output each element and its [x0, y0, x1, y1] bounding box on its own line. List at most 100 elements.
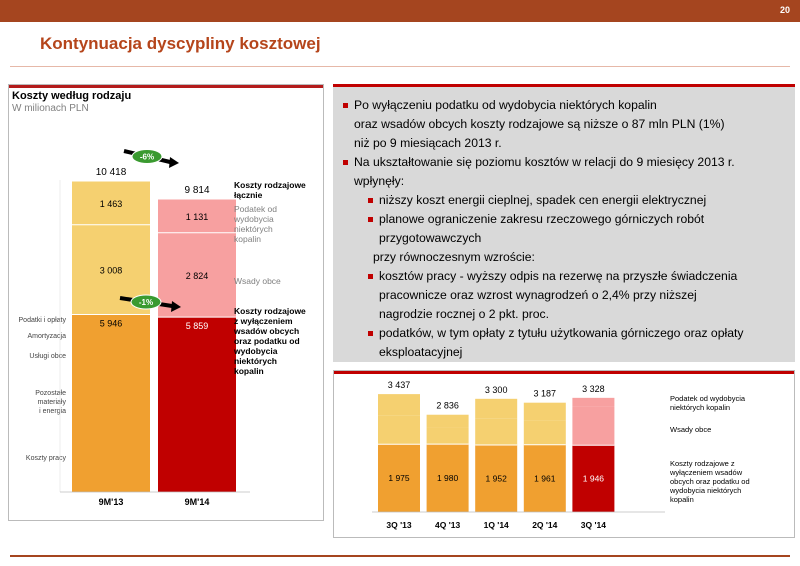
page-number: 20	[779, 5, 790, 15]
legend-label: kopalin	[234, 234, 261, 244]
bar-segment	[426, 414, 469, 428]
category-label: 2Q '14	[532, 520, 557, 530]
legend-label: Podatek od wydobycia	[670, 394, 746, 403]
bar-segment	[523, 420, 566, 445]
bar-segment	[475, 418, 518, 446]
data-label: 2 824	[186, 271, 209, 281]
legend-label: Koszty rodzajowe	[234, 180, 306, 190]
bullet-square-icon	[368, 331, 373, 336]
header-bar: 20	[0, 0, 800, 22]
total-label: 3 187	[534, 389, 557, 399]
bar-segment	[426, 444, 469, 512]
change-badge	[130, 294, 162, 310]
bar-segment	[378, 394, 420, 416]
breakdown-label: Usługi obce	[29, 353, 66, 360]
legend-label: Koszty rodzajowe z	[670, 459, 735, 468]
bar-segment	[72, 181, 150, 225]
breakdown-label: i energia	[39, 408, 66, 415]
breakdown-label: Podatki i opłaty	[19, 317, 67, 324]
bar-segment	[572, 397, 615, 407]
bullet-line: przygotowawczych	[379, 231, 482, 245]
legend-label: z wyłączeniem	[234, 316, 293, 326]
category-label: 3Q '14	[581, 520, 606, 530]
bar-segment	[378, 444, 420, 512]
category-label: 9M'13	[99, 497, 124, 507]
text-panel-accent	[333, 84, 795, 87]
bullet-square-icon	[368, 274, 373, 279]
category-label: 4Q '13	[435, 520, 460, 530]
change-label: -1%	[139, 298, 153, 307]
data-label: 1 975	[388, 473, 410, 483]
bullet-item: podatków, w tym opłaty z tytułu użytkowa…	[341, 324, 791, 362]
legend-label: niektórych	[234, 356, 277, 366]
legend-label: Wsady obce	[670, 425, 711, 434]
bullet-item: niższy koszt energii cieplnej, spadek ce…	[341, 191, 791, 210]
change-badge	[131, 149, 163, 164]
total-label: 2 836	[436, 401, 459, 411]
text-panel	[333, 84, 795, 362]
data-label: 1 946	[583, 474, 605, 484]
legend-label: kopalin	[234, 366, 264, 376]
bullet-item: Na ukształtowanie się poziomu kosztów w …	[341, 153, 791, 191]
left-chart-subtitle: W milionach PLN	[12, 103, 89, 114]
legend-label: wyłączeniem wsadów	[669, 468, 743, 477]
total-label: 3 300	[485, 385, 508, 395]
data-label: 1 961	[534, 473, 556, 483]
quarterly-chart: 3 437 1 975 3Q '13 2 836 1 980 4Q '13 3 300 1 9…	[372, 380, 750, 530]
bar-segment	[572, 406, 615, 446]
bullet-square-icon	[343, 160, 348, 165]
bullet-line: nagrodzie rocznej o 2 pkt. proc.	[379, 307, 550, 321]
total-label: 9 814	[184, 185, 209, 196]
bullet-line: niższy koszt energii cieplnej, spadek ce…	[379, 193, 707, 207]
left-chart: 5 946 3 008 1 463 10 418 9M'13 5 859 2 824 1 13…	[19, 149, 306, 507]
quarterly-panel-accent	[334, 371, 794, 374]
bar-segment	[475, 445, 518, 512]
bullet-line: pracownicze oraz wzrost wynagrodzeń o 2,…	[379, 288, 697, 302]
bullet-list: Po wyłączeniu podatku od wydobycia niekt…	[341, 96, 791, 362]
bullet-line: kosztów pracy - wyższy odpis na rezerwę …	[379, 269, 738, 283]
legend-label: wydobycia niektórych	[669, 486, 741, 495]
bar-segment	[378, 415, 420, 445]
legend-label: kopalin	[670, 495, 694, 504]
arrow-head-icon	[171, 301, 181, 312]
bar-segment	[572, 445, 615, 512]
legend-label: Wsady obce	[234, 276, 281, 286]
category-label: 3Q '13	[386, 520, 411, 530]
data-label: 5 859	[186, 321, 209, 331]
left-chart-title: Koszty według rodzaju	[12, 90, 132, 102]
bar-segment	[72, 314, 150, 492]
bar-segment	[158, 317, 236, 492]
bullet-line: oraz wsadów obcych koszty rodzajowe są n…	[354, 117, 725, 131]
bullet-line: planowe ograniczenie zakresu rzeczowego …	[379, 212, 705, 226]
arrow-head-icon	[169, 157, 179, 168]
breakdown-label: Amortyzacja	[27, 333, 66, 340]
data-label: 1 952	[486, 474, 508, 484]
legend-label: wsadów obcych	[233, 326, 299, 336]
bar-segment	[158, 199, 236, 233]
legend-label: wydobycia	[233, 346, 278, 356]
data-label: 3 008	[100, 266, 123, 276]
legend-label: oraz podatku od	[234, 336, 300, 346]
data-label: 1 980	[437, 473, 459, 483]
legend-label: łącznie	[234, 190, 263, 200]
bar-segment	[158, 232, 236, 318]
breakdown-label: materiały	[38, 399, 67, 406]
category-label: 1Q '14	[484, 520, 509, 530]
data-label: 5 946	[100, 319, 123, 329]
bullet-line: przy równoczesnym wzroście:	[373, 250, 535, 264]
footer-line	[10, 555, 790, 557]
bar-segment	[523, 444, 566, 512]
bullet-line: niż po 9 miesiącach 2013 r.	[354, 136, 502, 150]
bullet-square-icon	[368, 198, 373, 203]
legend-label: wydobycia	[233, 214, 274, 224]
bar-segment	[426, 427, 469, 445]
legend-label: niektórych kopalin	[670, 403, 730, 412]
bullet-item: kosztów pracy - wyższy odpis na rezerwę …	[341, 267, 791, 324]
legend-label: Podatek od	[234, 204, 277, 214]
bullet-square-icon	[343, 103, 348, 108]
data-label: 1 463	[100, 199, 123, 209]
bar-segment	[523, 402, 566, 421]
bar-segment	[475, 398, 518, 419]
bullet-item: Po wyłączeniu podatku od wydobycia niekt…	[341, 96, 791, 153]
bullet-line: wpłynęły:	[354, 174, 405, 188]
